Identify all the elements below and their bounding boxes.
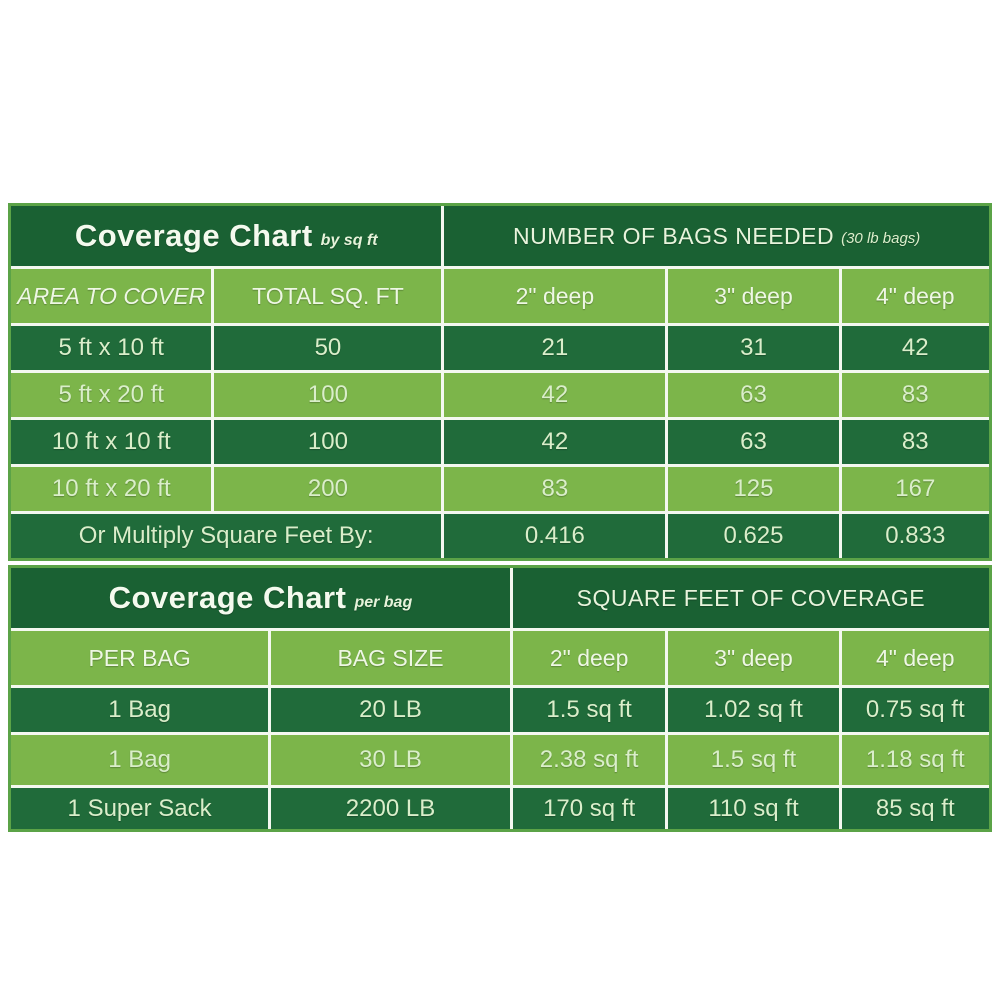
table-cell: 83 (841, 420, 989, 464)
table-cell: 5 ft x 10 ft (11, 326, 212, 370)
table-cell: 42 (444, 420, 666, 464)
table-cell: 10 ft x 10 ft (11, 420, 212, 464)
table1-footer-label: Or Multiply Square Feet By: (11, 514, 442, 558)
table1-right-title-text: NUMBER OF BAGS NEEDED (513, 222, 835, 249)
table1-footer-value-3deep: 0.625 (668, 514, 839, 558)
table-cell: 85 sq ft (841, 788, 989, 829)
table1-col-header-2deep: 2" deep (444, 269, 666, 323)
table-cell: 2.38 sq ft (512, 735, 666, 785)
table2-title: Coverage Chart per bag (11, 568, 510, 628)
table1-col-header-totalsqft: TOTAL SQ. FT (214, 269, 442, 323)
table2-right-title-text: SQUARE FEET OF COVERAGE (576, 584, 926, 611)
coverage-chart-block: Coverage Chart by sq ft NUMBER OF BAGS N… (8, 203, 992, 832)
table1-footer-value-2deep: 0.416 (444, 514, 666, 558)
table-coverage-by-sqft: Coverage Chart by sq ft NUMBER OF BAGS N… (8, 203, 992, 561)
table-cell: 1.02 sq ft (668, 688, 839, 732)
table-cell: 110 sq ft (668, 788, 839, 829)
table2-title-text: Coverage Chart (108, 580, 347, 615)
table-cell: 5 ft x 20 ft (11, 373, 212, 417)
table1-right-title: NUMBER OF BAGS NEEDED (30 lb bags) (444, 206, 989, 266)
table-cell: 83 (841, 373, 989, 417)
table1-right-title-suffix: (30 lb bags) (841, 229, 921, 247)
table2-col-header-perbag: PER BAG (11, 631, 269, 685)
table-cell: 1 Bag (11, 688, 269, 732)
table-cell: 21 (444, 326, 666, 370)
table-cell: 200 (214, 467, 442, 511)
table-cell: 170 sq ft (512, 788, 666, 829)
table-cell: 1 Bag (11, 735, 269, 785)
table-cell: 63 (668, 420, 839, 464)
table-cell: 31 (668, 326, 839, 370)
table-cell: 10 ft x 20 ft (11, 467, 212, 511)
table-cell: 63 (668, 373, 839, 417)
table-cell: 167 (841, 467, 989, 511)
table2-col-header-3deep: 3" deep (668, 631, 839, 685)
table2-right-title: SQUARE FEET OF COVERAGE (512, 568, 989, 628)
table-cell: 83 (444, 467, 666, 511)
table-coverage-per-bag: Coverage Chart per bag SQUARE FEET OF CO… (8, 565, 992, 832)
table-cell: 50 (214, 326, 442, 370)
table1-col-header-3deep: 3" deep (668, 269, 839, 323)
table1-title-suffix: by sq ft (320, 232, 378, 249)
table1-title: Coverage Chart by sq ft (11, 206, 442, 266)
table-cell: 2200 LB (271, 788, 510, 829)
table2-col-header-2deep: 2" deep (512, 631, 666, 685)
table-cell: 100 (214, 373, 442, 417)
table-cell: 100 (214, 420, 442, 464)
table1-col-header-area: AREA TO COVER (11, 269, 212, 323)
table-cell: 42 (841, 326, 989, 370)
table-cell: 0.75 sq ft (841, 688, 989, 732)
table-cell: 1.18 sq ft (841, 735, 989, 785)
table2-col-header-bagsize: BAG SIZE (271, 631, 510, 685)
table1-col-header-4deep: 4" deep (841, 269, 989, 323)
table-cell: 125 (668, 467, 839, 511)
table1-footer-value-4deep: 0.833 (841, 514, 989, 558)
table-cell: 1.5 sq ft (512, 688, 666, 732)
table2-col-header-4deep: 4" deep (841, 631, 989, 685)
table-cell: 20 LB (271, 688, 510, 732)
table-cell: 42 (444, 373, 666, 417)
table1-title-text: Coverage Chart (74, 218, 313, 253)
table-cell: 30 LB (271, 735, 510, 785)
table2-title-suffix: per bag (354, 594, 413, 611)
table-cell: 1.5 sq ft (668, 735, 839, 785)
table-cell: 1 Super Sack (11, 788, 269, 829)
